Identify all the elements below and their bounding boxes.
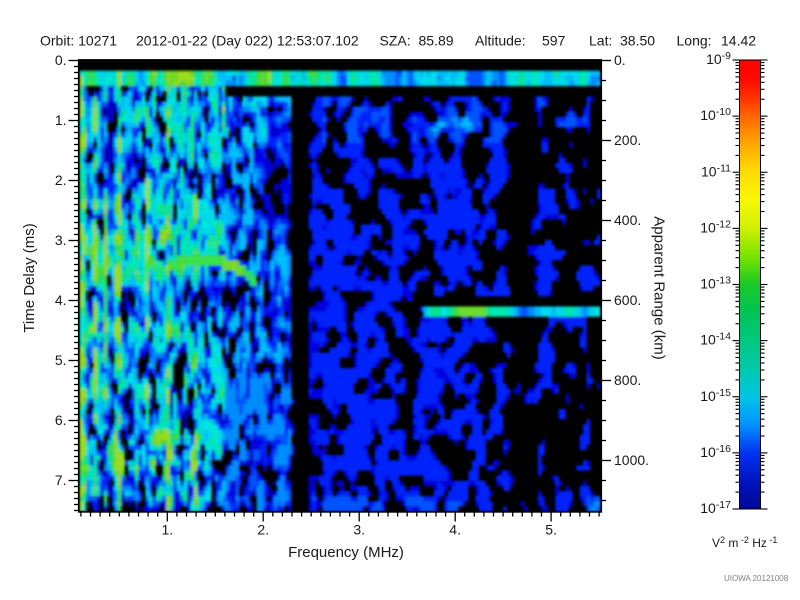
svg-text:600.: 600.: [614, 292, 641, 308]
svg-text:1000.: 1000.: [614, 452, 649, 468]
svg-text:Altitude:: Altitude:: [475, 33, 526, 49]
svg-text:38.50: 38.50: [620, 33, 655, 49]
svg-text:SZA:: SZA:: [380, 33, 411, 49]
svg-text:800.: 800.: [614, 372, 641, 388]
svg-text:0.: 0.: [614, 52, 626, 68]
svg-text:Apparent Range (km): Apparent Range (km): [651, 216, 668, 359]
svg-text:Lat:: Lat:: [589, 33, 612, 49]
svg-text:Time Delay (ms): Time Delay (ms): [21, 223, 38, 332]
svg-text:5.: 5.: [55, 352, 67, 368]
svg-text:1.: 1.: [55, 112, 67, 128]
svg-text:Long:: Long:: [677, 33, 712, 49]
svg-text:UIOWA 20121008: UIOWA 20121008: [724, 574, 789, 583]
svg-text:7.: 7.: [55, 472, 67, 488]
svg-text:1.: 1.: [161, 522, 173, 538]
svg-text:6.: 6.: [55, 412, 67, 428]
svg-text:Frequency (MHz): Frequency (MHz): [288, 544, 404, 561]
svg-text:5.: 5.: [545, 522, 557, 538]
svg-text:3.: 3.: [55, 232, 67, 248]
svg-text:V2 m -2 Hz -1: V2 m -2 Hz -1: [712, 535, 777, 550]
svg-text:597: 597: [542, 33, 566, 49]
svg-text:2012-01-22 (Day 022) 12:53:07.: 2012-01-22 (Day 022) 12:53:07.102: [136, 33, 359, 49]
svg-text:400.: 400.: [614, 212, 641, 228]
svg-text:3.: 3.: [353, 522, 365, 538]
svg-text:0.: 0.: [55, 52, 67, 68]
svg-text:Orbit: 10271: Orbit: 10271: [40, 33, 117, 49]
svg-text:2.: 2.: [55, 172, 67, 188]
svg-text:2.: 2.: [257, 522, 269, 538]
svg-text:14.42: 14.42: [721, 33, 756, 49]
svg-text:4.: 4.: [55, 292, 67, 308]
svg-text:4.: 4.: [449, 522, 461, 538]
svg-text:200.: 200.: [614, 132, 641, 148]
svg-text:85.89: 85.89: [419, 33, 454, 49]
